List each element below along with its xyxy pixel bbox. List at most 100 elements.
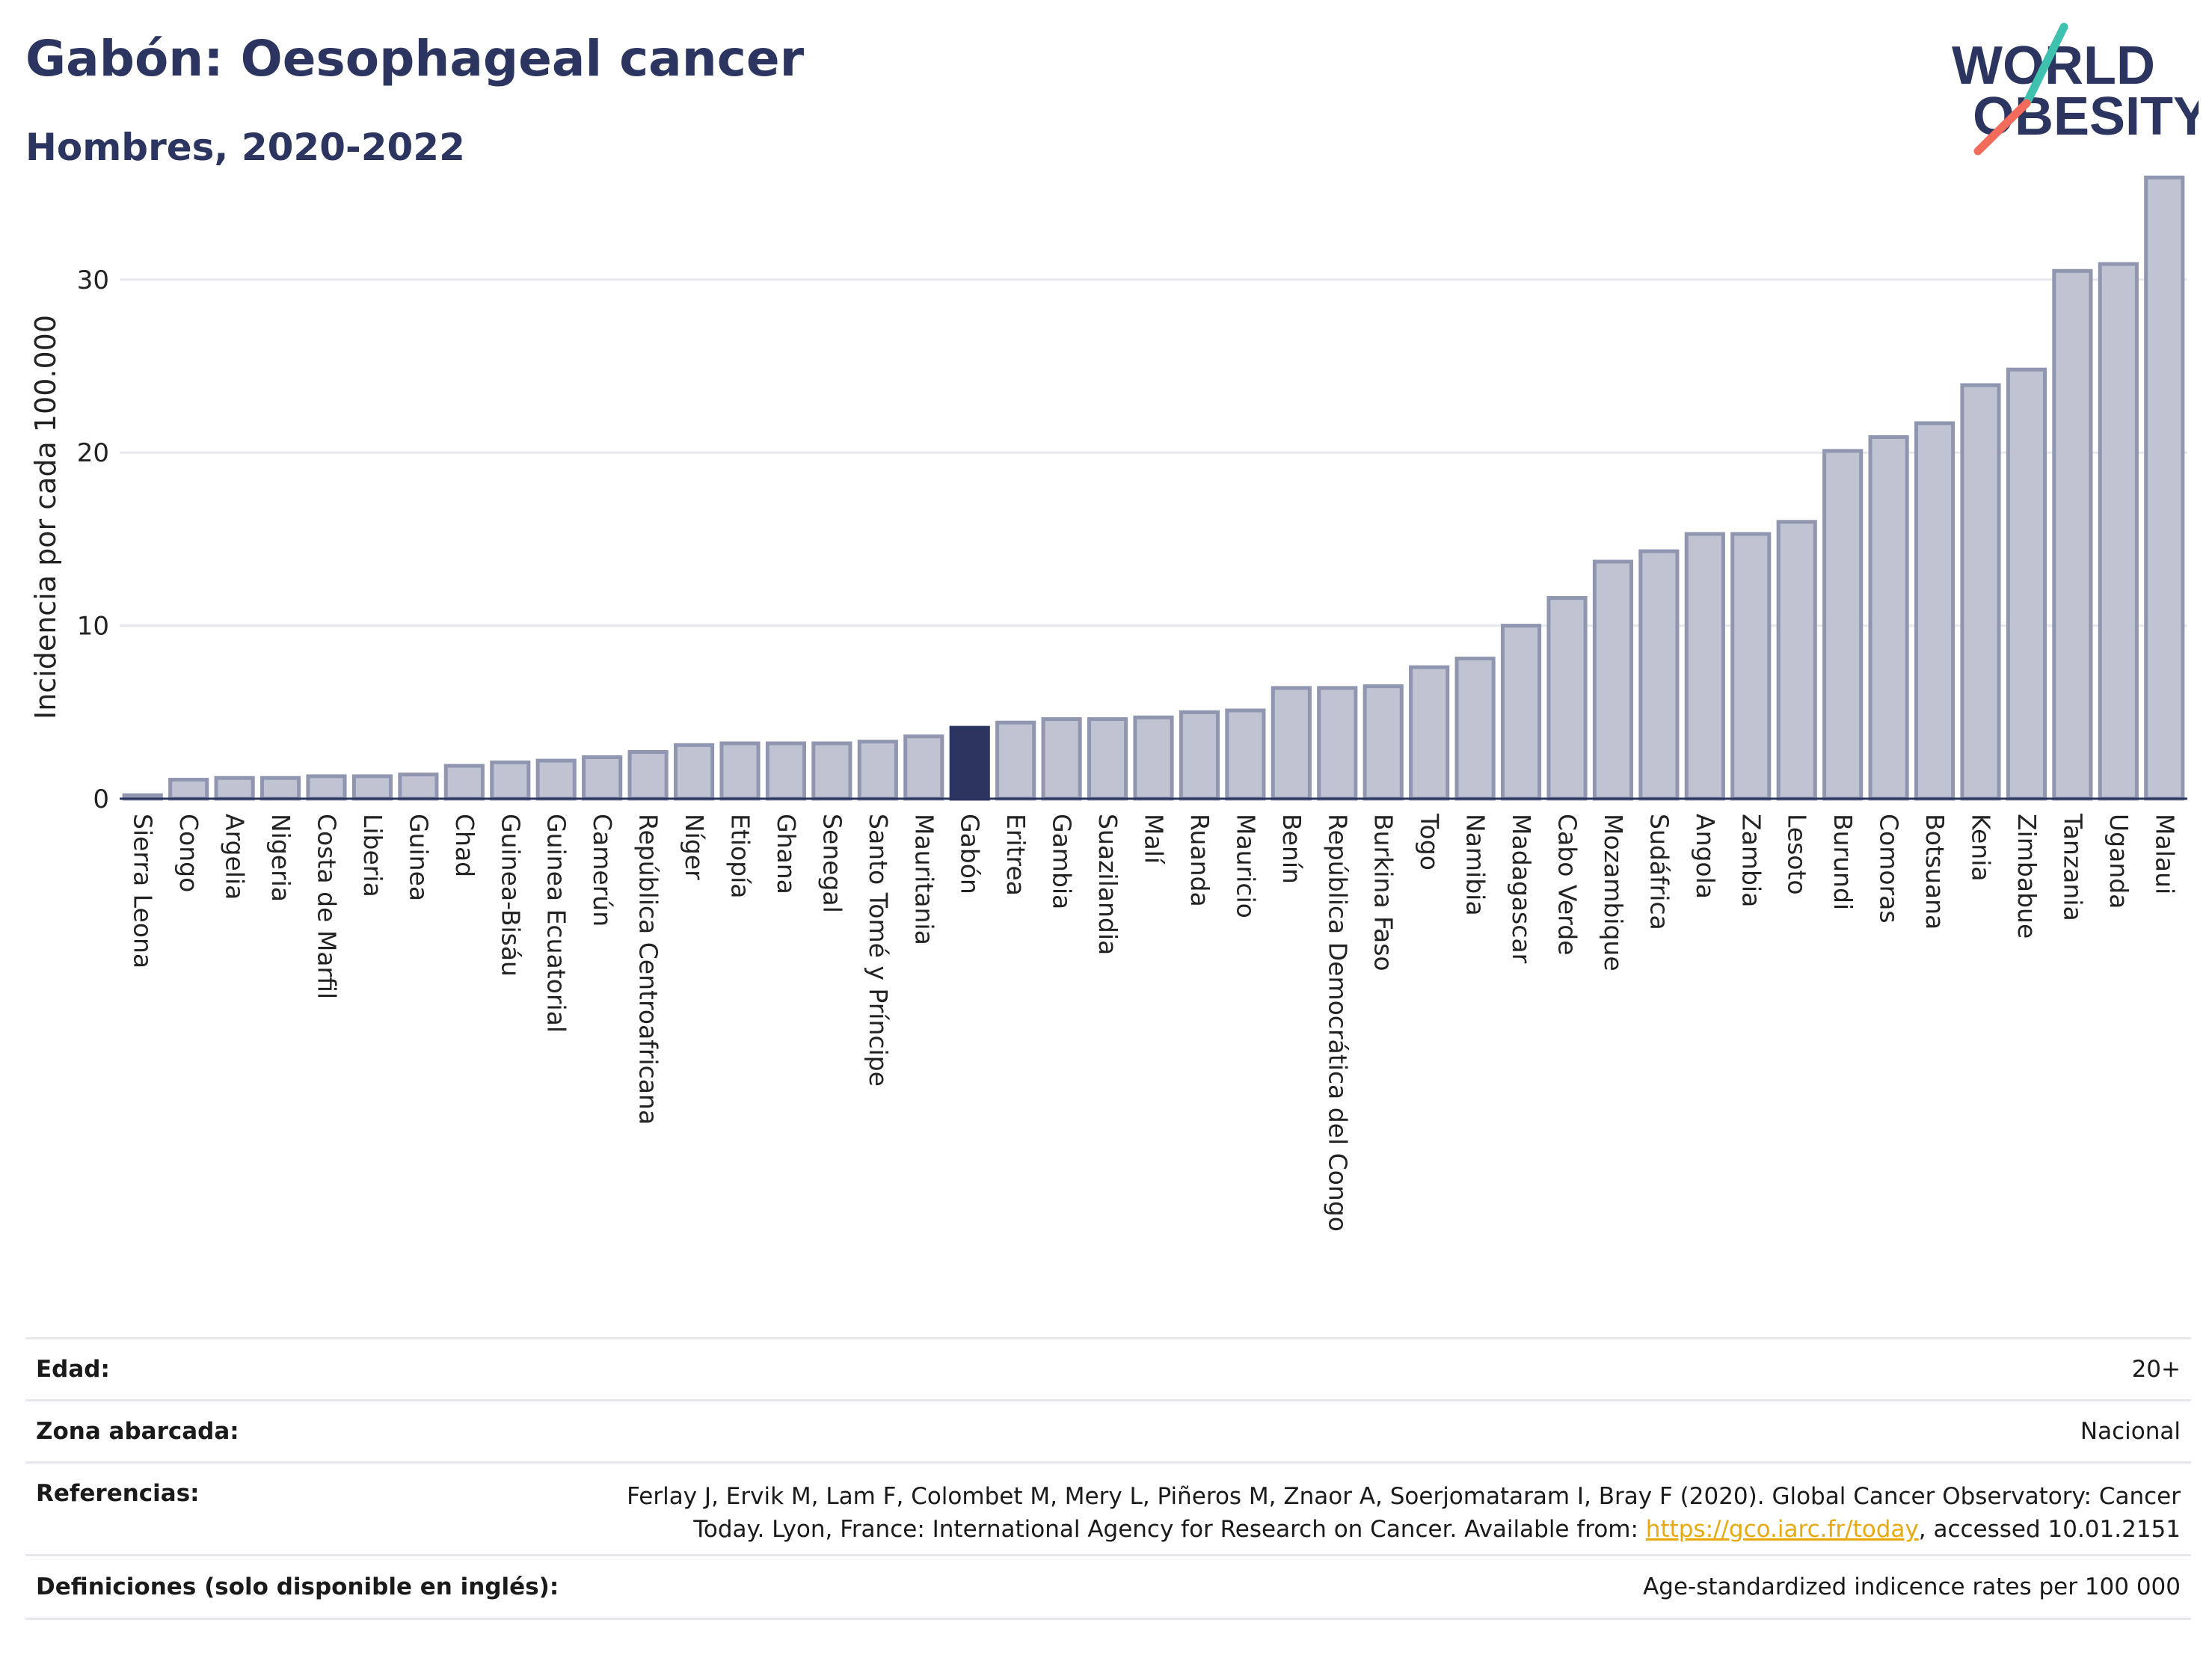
info-row-definitions: Definiciones (solo disponible en inglés)… bbox=[25, 1554, 2191, 1620]
x-tick-label: Mauricio bbox=[1231, 814, 1260, 918]
bar bbox=[1914, 421, 1956, 801]
x-tick-label: Kenia bbox=[1967, 814, 1996, 882]
bar bbox=[949, 725, 990, 801]
bar bbox=[168, 778, 209, 801]
bar bbox=[490, 760, 531, 801]
x-tick-label: Costa de Marfil bbox=[313, 814, 342, 999]
info-label-age: Edad: bbox=[36, 1356, 110, 1383]
bar bbox=[351, 774, 393, 801]
info-label-references: Referencias: bbox=[36, 1480, 200, 1507]
x-tick-label: Zimbabue bbox=[2012, 814, 2042, 939]
info-row-age: Edad: 20+ bbox=[25, 1337, 2191, 1399]
x-tick-label: Sierra Leona bbox=[129, 814, 158, 968]
bar bbox=[582, 755, 623, 801]
info-label-area: Zona abarcada: bbox=[36, 1418, 239, 1445]
bar bbox=[1179, 710, 1220, 801]
bar bbox=[1317, 686, 1358, 801]
bar bbox=[1362, 684, 1404, 801]
x-tick-label: Comoras bbox=[1875, 814, 1904, 924]
info-row-references: Referencias: Ferlay J, Ervik M, Lam F, C… bbox=[25, 1461, 2191, 1554]
x-tick-label: Suazilandia bbox=[1093, 814, 1122, 955]
bar bbox=[1822, 449, 1864, 801]
y-tick-label: 10 bbox=[77, 612, 109, 642]
bar bbox=[2144, 175, 2185, 801]
bar bbox=[1133, 715, 1174, 801]
bar bbox=[627, 750, 669, 801]
world-obesity-logo: WORLD OBESITY bbox=[1952, 22, 2199, 156]
logo-slash-teal bbox=[2022, 22, 2068, 108]
bar-chart: 0 10 20 30 Incidencia por cada 100.000 Sierra… bbox=[29, 175, 2187, 1232]
x-tick-label: Etiopía bbox=[726, 814, 755, 899]
x-tick-label: Mauritania bbox=[909, 814, 938, 945]
bar bbox=[259, 776, 301, 801]
bar bbox=[2098, 262, 2139, 801]
x-tick-label: Ghana bbox=[772, 814, 801, 894]
bar bbox=[1868, 435, 1909, 801]
info-table: Edad: 20+ Zona abarcada: Nacional Refere… bbox=[25, 1337, 2191, 1620]
references-suffix: , accessed 10.01.2151 bbox=[1918, 1516, 2181, 1543]
x-tick-label: Uganda bbox=[2104, 814, 2133, 909]
x-tick-label: República Democrática del Congo bbox=[1323, 814, 1352, 1232]
info-row-area: Zona abarcada: Nacional bbox=[25, 1399, 2191, 1461]
bar bbox=[1271, 686, 1312, 801]
bar bbox=[811, 741, 852, 801]
info-value-age: 20+ bbox=[2131, 1356, 2181, 1383]
x-tick-label: República Centroafricana bbox=[634, 814, 663, 1125]
x-tick-label: Nigeria bbox=[266, 814, 295, 902]
bar bbox=[1500, 624, 1542, 801]
x-tick-label: Malaui bbox=[2150, 814, 2179, 894]
x-tick-label: Eritrea bbox=[1001, 814, 1030, 896]
x-tick-label: Guinea-Bisáu bbox=[496, 814, 525, 977]
x-tick-label: Tanzania bbox=[2058, 813, 2087, 921]
x-tick-label: Camerún bbox=[588, 814, 617, 927]
bar bbox=[673, 743, 715, 801]
x-tick-label: Malí bbox=[1140, 814, 1169, 865]
x-tick-label: Senegal bbox=[817, 814, 847, 913]
logo-slash-coral bbox=[1973, 99, 2031, 156]
x-tick-label: Santo Tomé y Príncipe bbox=[864, 814, 893, 1087]
x-tick-label: Botsuana bbox=[1920, 814, 1950, 930]
bar bbox=[1546, 596, 1588, 801]
x-tick-label: Guinea Ecuatorial bbox=[542, 814, 571, 1033]
bar bbox=[1592, 559, 1634, 801]
bar bbox=[306, 774, 347, 801]
x-tick-label: Níger bbox=[680, 814, 709, 880]
bar bbox=[443, 764, 485, 801]
x-tick-label: Zambia bbox=[1736, 814, 1766, 907]
y-tick-label: 20 bbox=[77, 438, 109, 468]
x-tick-label: Liberia bbox=[358, 814, 387, 897]
x-tick-label: Sudáfrica bbox=[1644, 814, 1674, 930]
x-tick-label: Namibia bbox=[1461, 814, 1490, 916]
bar bbox=[1041, 717, 1082, 801]
x-tick-label: Gabón bbox=[956, 814, 985, 894]
x-tick-label: Lesoto bbox=[1783, 814, 1812, 895]
bar bbox=[214, 776, 255, 801]
x-tick-label: Ruanda bbox=[1185, 814, 1214, 907]
x-tick-label: Angola bbox=[1691, 814, 1720, 899]
info-label-definitions: Definiciones (solo disponible en inglés)… bbox=[36, 1573, 559, 1600]
x-tick-label: Gambia bbox=[1048, 814, 1077, 909]
y-axis-label: Incidencia por cada 100.000 bbox=[29, 315, 62, 719]
bar bbox=[398, 773, 439, 801]
references-text: Ferlay J, Ervik M, Lam F, Colombet M, Me… bbox=[627, 1483, 2181, 1543]
page-subtitle: Hombres, 2020-2022 bbox=[25, 126, 465, 169]
references-link[interactable]: https://gco.iarc.fr/today bbox=[1645, 1516, 1919, 1543]
x-tick-label: Argelia bbox=[221, 814, 250, 900]
x-tick-label: Cabo Verde bbox=[1553, 814, 1582, 955]
bar bbox=[857, 740, 898, 801]
bar bbox=[903, 734, 944, 801]
bar bbox=[1960, 383, 2001, 801]
x-tick-label: Guinea bbox=[404, 814, 433, 901]
y-tick-label: 0 bbox=[93, 784, 109, 814]
x-tick-label: Togo bbox=[1415, 813, 1444, 871]
bar bbox=[995, 720, 1036, 801]
x-tick-label: Mozambique bbox=[1599, 814, 1628, 971]
y-tick-label: 30 bbox=[77, 265, 109, 295]
x-tick-label: Burundi bbox=[1828, 814, 1858, 910]
bar bbox=[1409, 665, 1450, 801]
x-tick-label: Congo bbox=[174, 814, 203, 892]
bar bbox=[1454, 657, 1496, 801]
bar bbox=[2052, 268, 2093, 801]
bar bbox=[1730, 532, 1772, 801]
info-value-definitions: Age-standardized indicence rates per 100… bbox=[1643, 1573, 2181, 1600]
